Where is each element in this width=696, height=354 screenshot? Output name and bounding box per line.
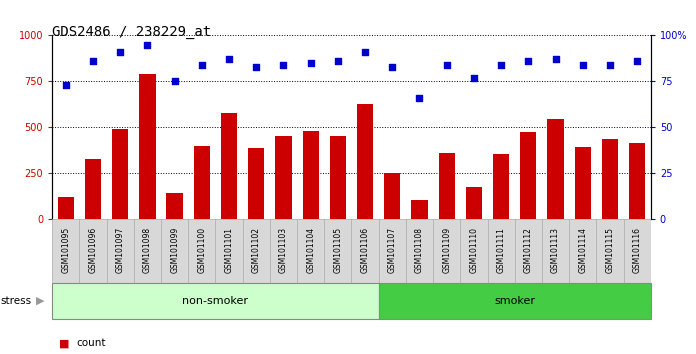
- Text: GSM101116: GSM101116: [633, 227, 642, 273]
- Point: [631, 58, 642, 64]
- Point: [332, 58, 343, 64]
- Text: GSM101103: GSM101103: [279, 227, 288, 273]
- Bar: [438, 153, 455, 219]
- Bar: [575, 147, 591, 219]
- Point: [142, 42, 153, 47]
- Bar: [193, 146, 210, 219]
- Text: smoker: smoker: [494, 296, 535, 306]
- Point: [360, 49, 371, 55]
- Point: [604, 62, 615, 68]
- Bar: [384, 172, 400, 219]
- Point: [577, 62, 588, 68]
- Bar: [52, 219, 651, 283]
- Point: [441, 62, 452, 68]
- Point: [251, 64, 262, 69]
- Text: GSM101108: GSM101108: [415, 227, 424, 273]
- Text: GSM101114: GSM101114: [578, 227, 587, 273]
- Text: GSM101095: GSM101095: [61, 227, 70, 273]
- Bar: [85, 159, 101, 219]
- Point: [523, 58, 534, 64]
- Bar: [139, 74, 156, 219]
- Text: GSM101113: GSM101113: [551, 227, 560, 273]
- Bar: [58, 198, 74, 219]
- Text: GSM101101: GSM101101: [225, 227, 234, 273]
- Text: GSM101098: GSM101098: [143, 227, 152, 273]
- Bar: [547, 119, 564, 219]
- Text: stress: stress: [0, 296, 31, 306]
- Text: GSM101106: GSM101106: [361, 227, 370, 273]
- Text: GSM101115: GSM101115: [606, 227, 615, 273]
- Point: [115, 49, 126, 55]
- Bar: [411, 200, 427, 219]
- Point: [414, 95, 425, 101]
- Text: GSM101110: GSM101110: [469, 227, 478, 273]
- Text: GSM101105: GSM101105: [333, 227, 342, 273]
- Text: count: count: [77, 338, 106, 348]
- Text: GSM101100: GSM101100: [198, 227, 206, 273]
- Point: [223, 57, 235, 62]
- Point: [550, 57, 561, 62]
- Point: [61, 82, 72, 88]
- Point: [468, 75, 480, 81]
- Text: ▶: ▶: [36, 296, 45, 306]
- Point: [278, 62, 289, 68]
- Point: [387, 64, 398, 69]
- Bar: [602, 139, 618, 219]
- Bar: [493, 154, 509, 219]
- Bar: [221, 113, 237, 219]
- Bar: [248, 148, 264, 219]
- Text: GSM101109: GSM101109: [442, 227, 451, 273]
- Text: GSM101099: GSM101099: [170, 227, 179, 273]
- Bar: [466, 187, 482, 219]
- Text: GSM101097: GSM101097: [116, 227, 125, 273]
- Text: ■: ■: [59, 338, 70, 348]
- Bar: [629, 143, 645, 219]
- Bar: [276, 136, 292, 219]
- Text: GSM101112: GSM101112: [524, 227, 533, 273]
- Bar: [379, 283, 651, 319]
- Bar: [112, 129, 128, 219]
- Bar: [357, 103, 373, 219]
- Bar: [303, 131, 319, 219]
- Point: [88, 58, 99, 64]
- Bar: [166, 193, 183, 219]
- Text: GSM101104: GSM101104: [306, 227, 315, 273]
- Text: non-smoker: non-smoker: [182, 296, 248, 306]
- Bar: [520, 132, 537, 219]
- Text: GSM101107: GSM101107: [388, 227, 397, 273]
- Point: [496, 62, 507, 68]
- Point: [169, 79, 180, 84]
- Point: [305, 60, 316, 66]
- Text: GSM101111: GSM101111: [497, 227, 505, 273]
- Point: [196, 62, 207, 68]
- Text: GSM101102: GSM101102: [252, 227, 261, 273]
- Bar: [330, 136, 346, 219]
- Bar: [52, 283, 379, 319]
- Text: GDS2486 / 238229_at: GDS2486 / 238229_at: [52, 25, 212, 39]
- Text: GSM101096: GSM101096: [88, 227, 97, 273]
